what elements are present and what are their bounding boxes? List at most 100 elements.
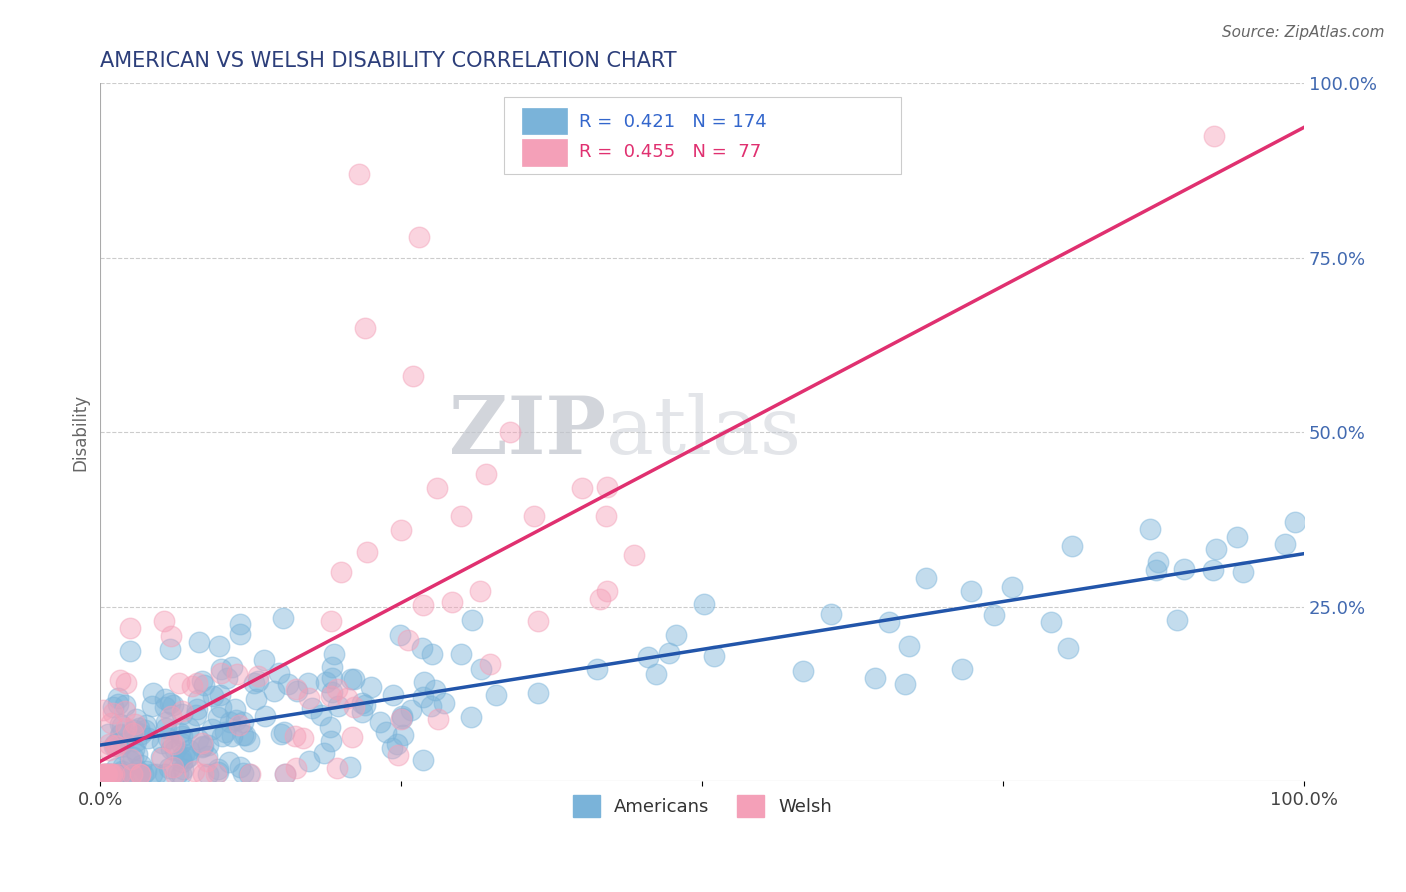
Point <box>103 737 125 751</box>
Point <box>100 767 122 781</box>
Point <box>347 167 370 181</box>
Text: AMERICAN VS WELSH DISABILITY CORRELATION CHART: AMERICAN VS WELSH DISABILITY CORRELATION… <box>100 51 676 70</box>
Point <box>173 747 195 761</box>
Point <box>197 738 219 752</box>
Point <box>218 715 240 730</box>
Point <box>1232 566 1254 580</box>
Point <box>412 598 434 612</box>
Point <box>190 739 212 754</box>
Point <box>589 592 612 607</box>
Point <box>385 737 408 751</box>
Point <box>100 716 122 731</box>
Point <box>229 627 252 641</box>
Point <box>336 690 359 705</box>
Point <box>150 750 173 764</box>
Point <box>665 628 688 642</box>
Point <box>174 751 197 765</box>
Point <box>200 723 222 737</box>
Point <box>585 662 607 676</box>
Point <box>309 707 332 722</box>
Point <box>339 759 361 773</box>
Point <box>897 640 920 654</box>
Point <box>150 751 173 765</box>
Point <box>98 743 121 757</box>
Point <box>152 736 174 750</box>
Point <box>1205 541 1227 556</box>
Point <box>172 755 194 769</box>
Point <box>297 676 319 690</box>
Point <box>176 750 198 764</box>
Point <box>526 614 548 628</box>
Point <box>392 728 415 742</box>
Point <box>423 683 446 698</box>
Point <box>128 767 150 781</box>
Point <box>218 755 240 769</box>
Point <box>224 702 246 716</box>
Point <box>388 628 411 642</box>
Point <box>391 709 413 723</box>
Point <box>411 641 433 656</box>
Point <box>107 697 129 711</box>
Point <box>136 731 159 745</box>
Point <box>1166 613 1188 627</box>
Point <box>172 762 194 776</box>
Point <box>159 641 181 656</box>
Point <box>132 767 155 781</box>
Point <box>145 767 167 781</box>
Text: atlas: atlas <box>606 393 801 471</box>
Point <box>408 230 430 244</box>
Point <box>160 741 183 756</box>
Point <box>1202 128 1225 143</box>
Point <box>142 685 165 699</box>
Point <box>322 647 344 661</box>
Point <box>1274 536 1296 550</box>
Point <box>461 613 484 627</box>
Point <box>1057 640 1080 655</box>
Point <box>412 690 434 704</box>
Point <box>141 767 163 781</box>
Point <box>1062 539 1084 553</box>
Point <box>110 767 132 781</box>
Point <box>247 673 270 688</box>
Point <box>396 632 419 647</box>
Point <box>110 739 132 754</box>
Point <box>170 730 193 744</box>
Point <box>285 681 308 696</box>
Point <box>637 649 659 664</box>
Point <box>983 607 1005 622</box>
Point <box>326 698 349 713</box>
Point <box>97 767 120 781</box>
Point <box>209 665 232 680</box>
Point <box>270 727 292 741</box>
FancyBboxPatch shape <box>522 139 568 166</box>
Point <box>298 691 321 706</box>
Point <box>441 595 464 609</box>
Point <box>114 676 136 690</box>
Point <box>402 369 425 384</box>
Point <box>122 749 145 764</box>
Point <box>124 717 146 731</box>
Point <box>120 644 142 658</box>
Point <box>595 508 617 523</box>
Point <box>420 698 443 713</box>
Point <box>356 545 378 559</box>
Point <box>1040 615 1063 630</box>
Point <box>177 722 200 736</box>
Point <box>375 725 398 739</box>
Point <box>1144 563 1167 577</box>
Point <box>128 721 150 735</box>
Point <box>187 634 209 648</box>
Point <box>110 727 132 741</box>
Point <box>114 698 136 712</box>
Y-axis label: Disability: Disability <box>72 393 89 471</box>
Point <box>412 753 434 767</box>
Point <box>894 677 917 691</box>
Point <box>277 677 299 691</box>
Point <box>285 684 308 698</box>
Point <box>387 748 409 763</box>
Point <box>172 706 194 721</box>
Point <box>100 767 122 781</box>
Point <box>195 748 218 763</box>
Point <box>122 723 145 737</box>
Point <box>221 729 243 743</box>
